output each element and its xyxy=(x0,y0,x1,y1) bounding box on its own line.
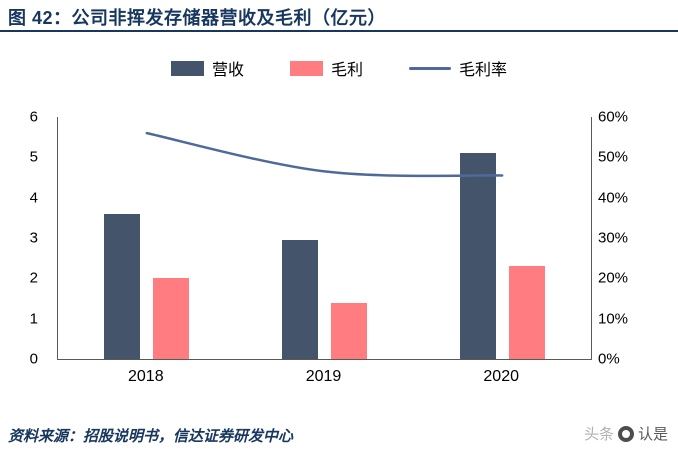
plot-area xyxy=(57,117,592,360)
x-axis: 2018 2019 2020 xyxy=(57,368,590,392)
revenue-bar-2020 xyxy=(460,153,496,359)
right-axis-tick: 20% xyxy=(598,269,629,287)
left-axis-tick: 2 xyxy=(29,269,38,287)
right-axis-tick: 10% xyxy=(598,310,629,328)
margin-rate-line xyxy=(145,131,504,178)
left-axis-tick: 3 xyxy=(29,229,38,247)
watermark-handle: 认是 xyxy=(637,426,668,443)
left-axis-tick: 6 xyxy=(29,108,38,126)
x-axis-label-2020: 2020 xyxy=(483,368,519,385)
right-axis-tick: 40% xyxy=(598,189,629,207)
revenue-swatch-icon xyxy=(170,60,204,76)
figure-title: 图 42：公司非挥发存储器营收及毛利（亿元） xyxy=(8,8,387,28)
legend-label-margin: 毛利率 xyxy=(459,62,508,79)
legend-label-revenue: 营收 xyxy=(211,62,244,79)
left-axis-tick: 1 xyxy=(29,310,38,328)
x-axis-label-2019: 2019 xyxy=(305,368,342,385)
revenue-bar-2018 xyxy=(104,214,140,359)
left-axis: 0 1 2 3 4 5 6 xyxy=(0,110,48,367)
profit-bar-2019 xyxy=(331,303,367,359)
margin-line-swatch-icon xyxy=(409,66,451,70)
right-axis-tick: 0% xyxy=(598,350,620,368)
left-axis-tick: 5 xyxy=(29,148,38,166)
watermark: 头条 认是 xyxy=(584,423,668,444)
profit-bar-2020 xyxy=(509,266,545,359)
watermark-prefix: 头条 xyxy=(583,426,614,443)
right-axis: 0% 10% 20% 30% 40% 50% 60% xyxy=(598,110,668,367)
left-axis-tick: 4 xyxy=(29,189,38,207)
right-axis-tick: 30% xyxy=(598,229,629,247)
left-axis-tick: 0 xyxy=(29,350,38,368)
legend-item-revenue: 营收 xyxy=(170,56,244,80)
profit-swatch-icon xyxy=(289,60,323,76)
profit-bar-2018 xyxy=(153,278,189,359)
legend-label-profit: 毛利 xyxy=(330,62,363,79)
revenue-bar-2019 xyxy=(282,240,318,359)
chart-legend: 营收 毛利 毛利率 xyxy=(0,56,678,80)
legend-item-profit: 毛利 xyxy=(289,56,363,80)
right-axis-tick: 60% xyxy=(598,108,629,126)
right-axis-tick: 50% xyxy=(598,148,629,166)
toutiao-logo-icon xyxy=(617,425,634,442)
legend-item-margin: 毛利率 xyxy=(409,56,507,80)
x-axis-label-2018: 2018 xyxy=(128,368,164,385)
source-note: 资料来源：招股说明书，信达证券研发中心 xyxy=(8,429,294,445)
title-divider xyxy=(0,30,678,32)
